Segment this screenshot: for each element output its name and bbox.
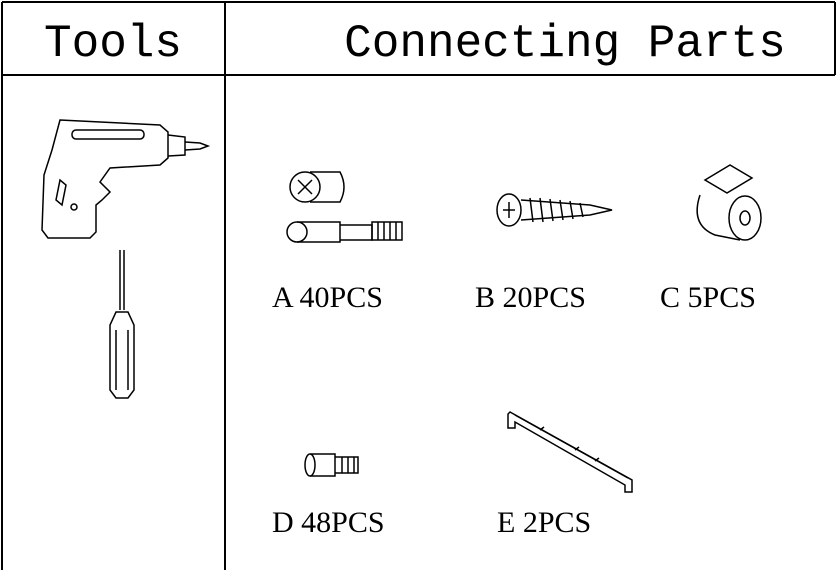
cam-fitting-icon <box>286 171 403 243</box>
dowel-bolt-icon <box>304 453 359 477</box>
drill-icon <box>41 119 211 239</box>
connector-bar-icon <box>507 411 633 493</box>
part-label: A 40PCS <box>272 281 383 314</box>
part-label: B 20PCS <box>475 281 586 314</box>
part-label: D 48PCS <box>272 506 385 539</box>
part-label: C 5PCS <box>660 281 756 314</box>
tools-heading: Tools <box>44 18 182 70</box>
parts-heading: Connecting Parts <box>344 18 786 70</box>
screwdriver-icon <box>109 250 135 399</box>
caster-icon <box>696 164 762 241</box>
screw-icon <box>496 193 613 227</box>
part-label: E 2PCS <box>497 506 591 539</box>
